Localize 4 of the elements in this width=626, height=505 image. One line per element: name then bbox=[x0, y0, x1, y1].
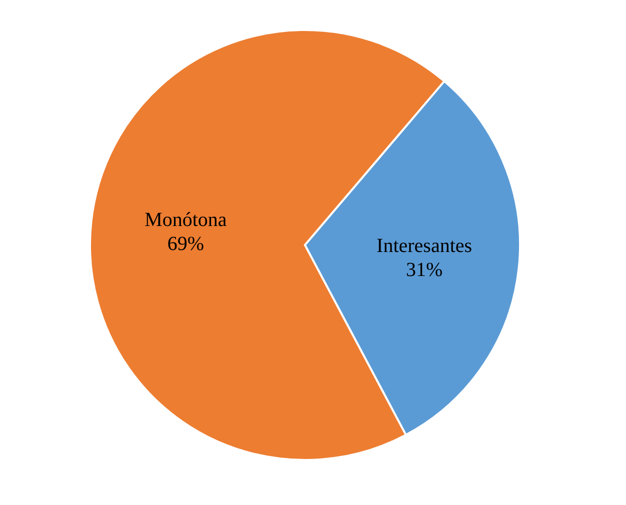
data-label: 31% bbox=[406, 258, 443, 281]
slice-label: Interesantes bbox=[376, 234, 472, 257]
slice-label: Monótona bbox=[144, 209, 227, 232]
data-label: 69% bbox=[167, 233, 204, 256]
